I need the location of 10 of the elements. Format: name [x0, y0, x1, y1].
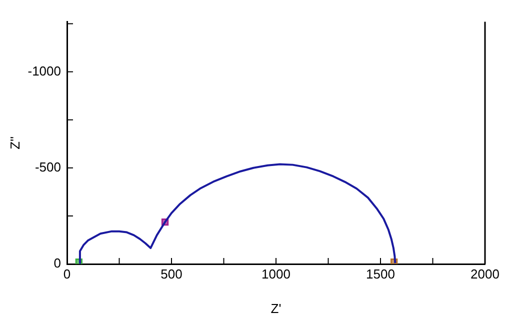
y-tick-label: 0: [54, 256, 61, 271]
x-axis-title: Z': [270, 300, 282, 316]
x-tick-label: 1500: [366, 266, 395, 282]
y-tick-label: -500: [34, 159, 61, 174]
x-tick-label: 0: [63, 266, 71, 282]
x-tick-label: 1000: [262, 266, 290, 282]
y-tick-label: -1000: [28, 63, 61, 78]
x-tick-label: 500: [160, 266, 182, 282]
x-tick-label: 2000: [470, 266, 500, 282]
y-axis-title: Z'': [7, 136, 22, 150]
